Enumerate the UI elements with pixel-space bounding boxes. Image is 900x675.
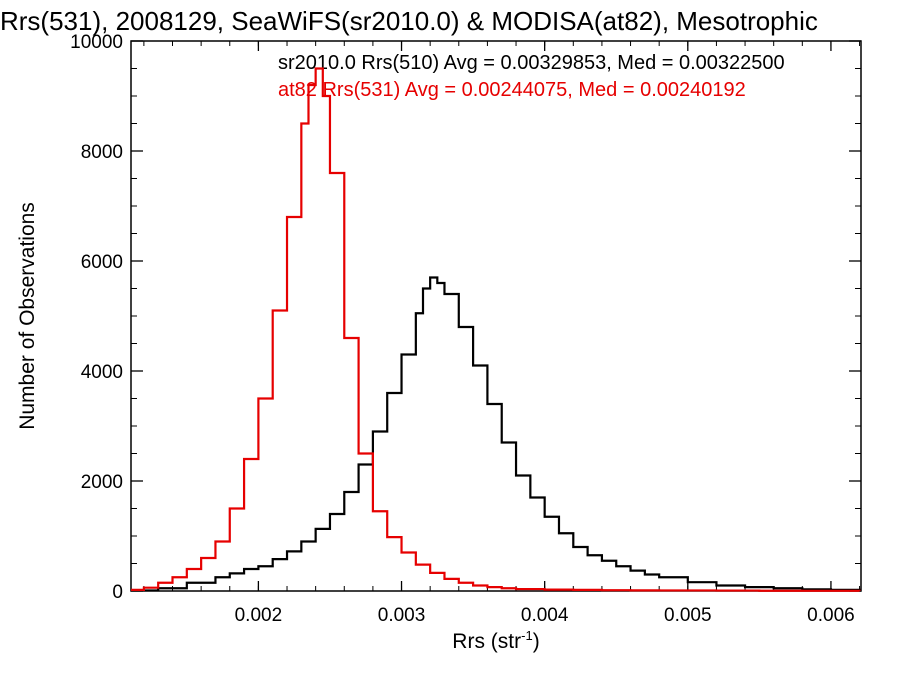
y-tick-label: 8000 xyxy=(81,142,123,163)
x-tick-label: 0.005 xyxy=(664,605,712,626)
series-line-2 xyxy=(131,67,861,592)
series-line-1 xyxy=(131,276,861,592)
y-axis-label: Number of Observations xyxy=(16,202,39,430)
x-tick-label: 0.004 xyxy=(521,605,569,626)
y-tick-label: 2000 xyxy=(81,472,123,493)
chart-title: Rrs(531), 2008129, SeaWiFS(sr2010.0) & M… xyxy=(0,6,818,36)
y-tick-label: 6000 xyxy=(81,252,123,273)
legend-entry-series-1: sr2010.0 Rrs(510) Avg = 0.00329853, Med … xyxy=(278,52,785,74)
x-tick-label: 0.006 xyxy=(807,605,855,626)
legend-entry-series-2: at82 Rrs(531) Avg = 0.00244075, Med = 0.… xyxy=(278,79,746,101)
y-tick-label: 0 xyxy=(112,582,123,603)
x-axis-label: Rrs (str-1) xyxy=(452,628,539,653)
y-tick-label: 4000 xyxy=(81,362,123,383)
x-tick-label: 0.003 xyxy=(378,605,426,626)
series-layer xyxy=(131,67,861,592)
x-tick-label: 0.002 xyxy=(235,605,283,626)
y-tick-label: 10000 xyxy=(70,32,123,53)
